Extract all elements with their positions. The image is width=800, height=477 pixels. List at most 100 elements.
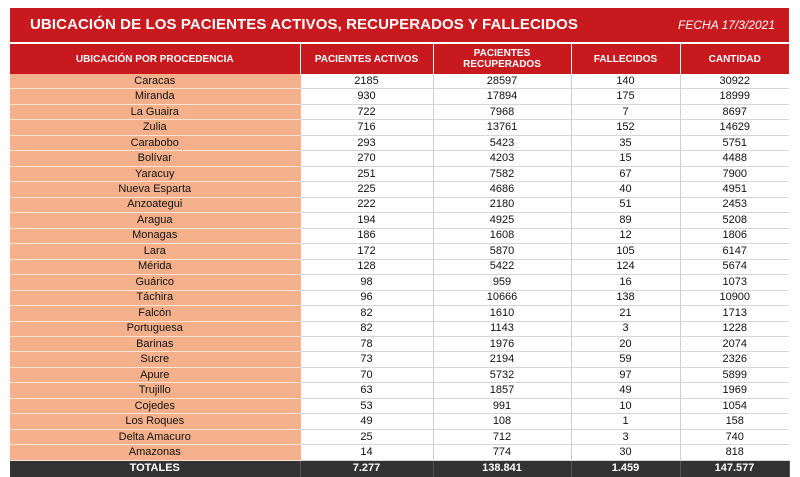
total-cell: 5751 [680, 135, 789, 152]
table-row: Lara 172 5870 105 6147 [10, 243, 789, 260]
totals-row: TOTALES 7.277 138.841 1.459 147.577 [10, 460, 790, 477]
deaths-cell: 15 [571, 150, 681, 167]
table-row: Monagas 186 1608 12 1806 [10, 228, 789, 245]
deaths-cell: 152 [571, 119, 681, 136]
recovered-cell: 1143 [433, 321, 572, 337]
location-cell: Trujillo [10, 382, 301, 399]
deaths-cell: 105 [571, 243, 681, 260]
total-cell: 1806 [680, 228, 789, 245]
recovered-cell: 712 [433, 429, 572, 446]
total-cell: 1073 [680, 274, 789, 291]
totals-label: TOTALES [10, 460, 301, 477]
table-row: Táchira 96 10666 138 10900 [10, 290, 789, 307]
table-row: Nueva Esparta 225 4686 40 4951 [10, 181, 789, 198]
table-row: La Guaira 722 7968 7 8697 [10, 104, 789, 121]
report-title: UBICACIÓN DE LOS PACIENTES ACTIVOS, RECU… [30, 16, 579, 33]
table-row: Bolívar 270 4203 15 4488 [10, 150, 789, 167]
total-cell: 1969 [680, 382, 789, 399]
active-cell: 63 [300, 382, 434, 399]
total-cell: 1054 [680, 398, 789, 415]
location-cell: Delta Amacuro [10, 429, 301, 446]
table-row: Carabobo 293 5423 35 5751 [10, 135, 789, 152]
deaths-cell: 89 [571, 212, 681, 229]
active-cell: 225 [300, 181, 434, 198]
recovered-cell: 991 [433, 398, 572, 415]
column-header-deaths: FALLECIDOS [571, 44, 681, 74]
location-cell: Portuguesa [10, 321, 301, 337]
active-cell: 293 [300, 135, 434, 152]
table-row: Falcón 82 1610 21 1713 [10, 305, 789, 322]
deaths-cell: 7 [571, 104, 681, 121]
totals-active: 7.277 [300, 460, 434, 477]
recovered-cell: 13761 [433, 119, 572, 136]
location-cell: Cojedes [10, 398, 301, 415]
active-cell: 222 [300, 197, 434, 214]
deaths-cell: 140 [571, 74, 681, 90]
recovered-cell: 108 [433, 413, 572, 430]
table-row: Miranda 930 17894 175 18999 [10, 88, 789, 105]
location-cell: Sucre [10, 351, 301, 368]
totals-recovered: 138.841 [433, 460, 572, 477]
active-cell: 96 [300, 290, 434, 307]
total-cell: 818 [680, 444, 789, 461]
active-cell: 251 [300, 166, 434, 183]
table-row: Zulia 716 13761 152 14629 [10, 119, 789, 136]
total-cell: 5208 [680, 212, 789, 229]
table-row: Mérida 128 5422 124 5674 [10, 259, 789, 276]
recovered-cell: 1976 [433, 336, 572, 353]
recovered-cell: 7968 [433, 104, 572, 121]
total-cell: 158 [680, 413, 789, 430]
patients-table: UBICACIÓN POR PROCEDENCIA PACIENTES ACTI… [10, 44, 790, 477]
deaths-cell: 97 [571, 367, 681, 384]
active-cell: 53 [300, 398, 434, 415]
table-row: Apure 70 5732 97 5899 [10, 367, 789, 384]
recovered-cell: 5870 [433, 243, 572, 260]
recovered-cell: 2180 [433, 197, 572, 214]
deaths-cell: 16 [571, 274, 681, 291]
location-cell: Nueva Esparta [10, 181, 301, 198]
deaths-cell: 40 [571, 181, 681, 198]
deaths-cell: 175 [571, 88, 681, 105]
total-cell: 1713 [680, 305, 789, 322]
table-body: Caracas 2185 28597 140 30922 Miranda 930 17894 1… [10, 74, 789, 461]
column-header-location: UBICACIÓN POR PROCEDENCIA [10, 44, 301, 74]
recovered-cell: 959 [433, 274, 572, 291]
table-row: Guárico 98 959 16 1073 [10, 274, 789, 291]
deaths-cell: 49 [571, 382, 681, 399]
location-cell: Bolívar [10, 150, 301, 167]
deaths-cell: 1 [571, 413, 681, 430]
total-cell: 2453 [680, 197, 789, 214]
active-cell: 98 [300, 274, 434, 291]
table-row: Aragua 194 4925 89 5208 [10, 212, 789, 229]
location-cell: Yaracuy [10, 166, 301, 183]
total-cell: 6147 [680, 243, 789, 260]
recovered-cell: 7582 [433, 166, 572, 183]
deaths-cell: 30 [571, 444, 681, 461]
total-cell: 4951 [680, 181, 789, 198]
table-row: Caracas 2185 28597 140 30922 [10, 74, 789, 90]
active-cell: 722 [300, 104, 434, 121]
location-cell: Caracas [10, 74, 301, 90]
location-cell: Lara [10, 243, 301, 260]
location-cell: Mérida [10, 259, 301, 276]
active-cell: 25 [300, 429, 434, 446]
active-cell: 2185 [300, 74, 434, 90]
table-row: Trujillo 63 1857 49 1969 [10, 382, 789, 399]
recovered-cell: 4686 [433, 181, 572, 198]
table-row: Barinas 78 1976 20 2074 [10, 336, 789, 353]
deaths-cell: 3 [571, 321, 681, 337]
total-cell: 2326 [680, 351, 789, 368]
deaths-cell: 138 [571, 290, 681, 307]
recovered-cell: 774 [433, 444, 572, 461]
deaths-cell: 12 [571, 228, 681, 245]
location-cell: Amazonas [10, 444, 301, 461]
total-cell: 7900 [680, 166, 789, 183]
location-cell: Anzoategui [10, 197, 301, 214]
active-cell: 930 [300, 88, 434, 105]
table-row: Delta Amacuro 25 712 3 740 [10, 429, 789, 446]
table-row: Portuguesa 82 1143 3 1228 [10, 321, 789, 337]
total-cell: 30922 [680, 74, 789, 90]
location-cell: Miranda [10, 88, 301, 105]
deaths-cell: 124 [571, 259, 681, 276]
column-header-recovered: PACIENTES RECUPERADOS [433, 44, 572, 74]
